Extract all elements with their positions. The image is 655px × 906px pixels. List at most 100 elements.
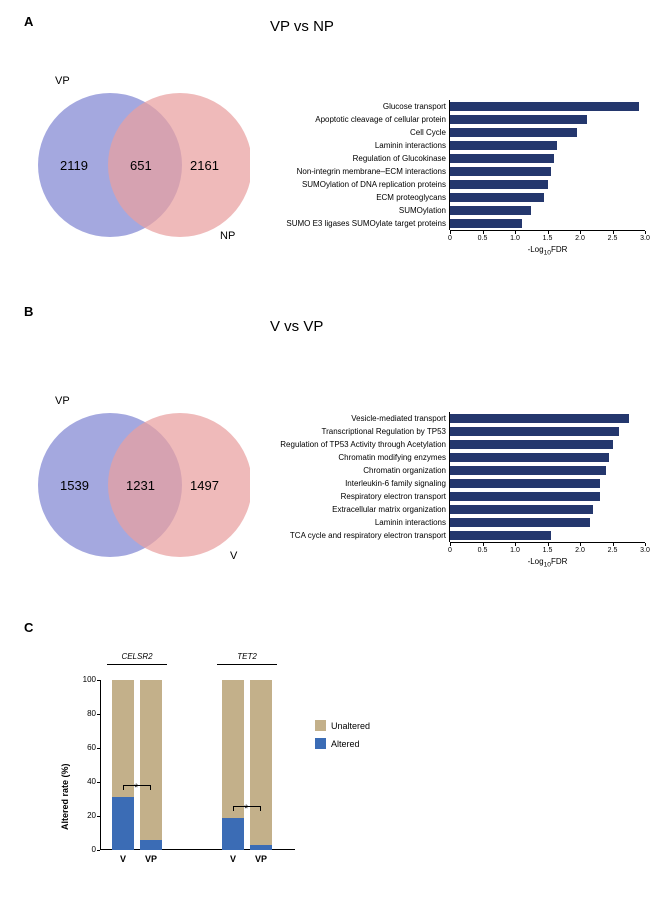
legend-item: Altered (315, 738, 360, 749)
venn-b-overlap-num: 1231 (126, 478, 155, 493)
bar-label: Transcriptional Regulation by TP53 (240, 427, 450, 436)
segment-unaltered (250, 680, 272, 845)
bar-fill (450, 180, 548, 189)
bar-label: SUMOylation of DNA replication proteins (240, 180, 450, 189)
x-tick-label: 0 (448, 235, 452, 242)
y-tick-label: 40 (76, 777, 96, 786)
x-tick-label: 3.0 (640, 547, 650, 554)
bar-fill (450, 206, 531, 215)
legend-label: Unaltered (331, 721, 370, 731)
bar-row: SUMOylation of DNA replication proteins (240, 178, 650, 190)
bar-row: Non-integrin membrane–ECM interactions (240, 165, 650, 177)
x-tick-label: 2.0 (575, 547, 585, 554)
bar-fill (450, 479, 600, 488)
gene-title: TET2 (214, 652, 280, 661)
bar-label: Laminin interactions (240, 518, 450, 527)
bar-fill (450, 453, 609, 462)
bar-fill (450, 115, 587, 124)
bar-label: ECM proteoglycans (240, 193, 450, 202)
venn-a-left-num: 2119 (60, 158, 88, 173)
bar-fill (450, 414, 629, 423)
gene-title: CELSR2 (104, 652, 170, 661)
venn-a-overlap-num: 651 (130, 158, 152, 173)
stacked-chart-c: Altered rate (%) 0 20 40 60 80 100 CELSR2 V VP * TE… (60, 640, 480, 880)
segment-altered (140, 840, 162, 850)
legend-item: Unaltered (315, 720, 370, 731)
x-tick-label: VP (250, 854, 272, 864)
x-tick-label: 2.0 (575, 235, 585, 242)
segment-unaltered (112, 680, 134, 797)
x-tick-label: 1.5 (543, 235, 553, 242)
bar-fill (450, 219, 522, 228)
y-tick-label: 80 (76, 709, 96, 718)
bar-row: Interleukin-6 family signaling (240, 477, 650, 489)
bar-row: Glucose transport (240, 100, 650, 112)
bar-fill (450, 440, 613, 449)
bar-x-axis: 00.51.01.52.02.53.0-Log10FDR (450, 230, 645, 255)
x-tick-label: VP (140, 854, 162, 864)
bar-fill (450, 102, 639, 111)
bar-label: Regulation of TP53 Activity through Acet… (240, 440, 450, 449)
x-tick-label: 3.0 (640, 235, 650, 242)
x-tick-label: 0 (448, 547, 452, 554)
stacked-bar (140, 680, 162, 850)
barchart-a: Glucose transport Apoptotic cleavage of c… (240, 100, 650, 255)
bar-label: Interleukin-6 family signaling (240, 479, 450, 488)
venn-b-left-label: VP (55, 395, 70, 407)
bar-fill (450, 167, 551, 176)
legend-swatch (315, 720, 326, 731)
bar-label: Non-integrin membrane–ECM interactions (240, 167, 450, 176)
bar-fill (450, 128, 577, 137)
bar-row: Transcriptional Regulation by TP53 (240, 425, 650, 437)
x-tick-label: 2.5 (608, 547, 618, 554)
bar-label: Vesicle-mediated transport (240, 414, 450, 423)
panel-a-label: A (24, 14, 33, 29)
venn-a-right-num: 2161 (190, 158, 219, 173)
bar-label: Chromatin modifying enzymes (240, 453, 450, 462)
bar-row: Chromatin modifying enzymes (240, 451, 650, 463)
bar-fill (450, 466, 606, 475)
x-tick-label: 1.5 (543, 547, 553, 554)
bar-label: Apoptotic cleavage of cellular protein (240, 115, 450, 124)
segment-unaltered (140, 680, 162, 840)
bar-row: Apoptotic cleavage of cellular protein (240, 113, 650, 125)
venn-b-left-num: 1539 (60, 478, 89, 493)
bar-label: TCA cycle and respiratory electron trans… (240, 531, 450, 540)
y-tick-label: 0 (76, 845, 96, 854)
bar-row: Laminin interactions (240, 516, 650, 528)
y-tick-label: 100 (76, 675, 96, 684)
venn-b: VP V 1539 1231 1497 (30, 390, 250, 570)
bar-x-axis: 00.51.01.52.02.53.0-Log10FDR (450, 542, 645, 567)
x-axis-title: -Log10FDR (450, 245, 645, 257)
panel-a-title: VP vs NP (270, 18, 334, 35)
y-axis-label: Altered rate (%) (60, 763, 70, 830)
venn-a-right-label: NP (220, 230, 235, 242)
bar-label: Regulation of Glucokinase (240, 154, 450, 163)
legend-label: Altered (331, 739, 360, 749)
bar-row: Laminin interactions (240, 139, 650, 151)
bar-row: TCA cycle and respiratory electron trans… (240, 529, 650, 541)
x-tick-label: 0.5 (478, 235, 488, 242)
barchart-b: Vesicle-mediated transport Transcriptiona… (240, 412, 650, 567)
bar-label: Respiratory electron transport (240, 492, 450, 501)
bar-row: Cell Cycle (240, 126, 650, 138)
x-tick-label: 0.5 (478, 547, 488, 554)
x-tick-label: V (112, 854, 134, 864)
x-tick-label: V (222, 854, 244, 864)
x-axis-title: -Log10FDR (450, 557, 645, 569)
y-tick-label: 60 (76, 743, 96, 752)
bar-row: Respiratory electron transport (240, 490, 650, 502)
bar-fill (450, 505, 593, 514)
segment-unaltered (222, 680, 244, 818)
panel-c-label: C (24, 620, 33, 635)
bar-row: ECM proteoglycans (240, 191, 650, 203)
bar-label: Extracellular matrix organization (240, 505, 450, 514)
y-tick-label: 20 (76, 811, 96, 820)
bar-label: SUMOylation (240, 206, 450, 215)
x-tick-label: 1.0 (510, 235, 520, 242)
significance-star: * (134, 782, 138, 794)
stacked-bar (112, 680, 134, 850)
bar-row: Vesicle-mediated transport (240, 412, 650, 424)
x-tick-label: 2.5 (608, 235, 618, 242)
bar-fill (450, 492, 600, 501)
